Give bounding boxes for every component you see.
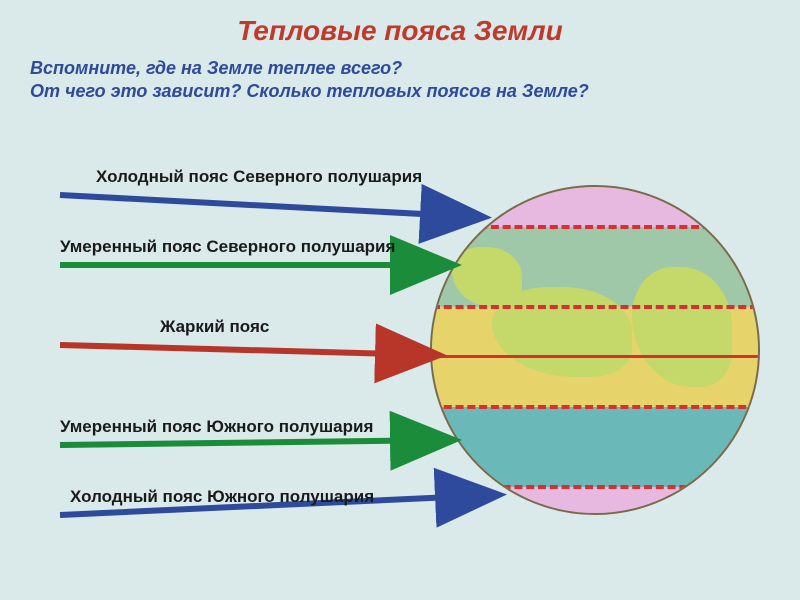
subtitle-line-1: Вспомните, где на Земле теплее всего? bbox=[30, 57, 770, 80]
page-subtitle: Вспомните, где на Земле теплее всего? От… bbox=[0, 47, 800, 104]
arrows-layer bbox=[0, 155, 800, 575]
page-title: Тепловые пояса Земли bbox=[0, 0, 800, 47]
subtitle-line-2: От чего это зависит? Сколько тепловых по… bbox=[30, 80, 770, 103]
belt-label-cold-south: Холодный пояс Южного полушария bbox=[70, 487, 374, 507]
belt-label-cold-north: Холодный пояс Северного полушария bbox=[96, 167, 422, 187]
arrow-temperate-south bbox=[60, 440, 450, 445]
diagram-area: Холодный пояс Северного полушария Умерен… bbox=[0, 155, 800, 575]
arrow-cold-north bbox=[60, 195, 480, 217]
belt-label-temperate-north: Умеренный пояс Северного полушария bbox=[60, 237, 395, 257]
arrow-hot bbox=[60, 345, 435, 355]
belt-label-hot: Жаркий пояс bbox=[160, 317, 269, 337]
belt-label-temperate-south: Умеренный пояс Южного полушария bbox=[60, 417, 373, 437]
